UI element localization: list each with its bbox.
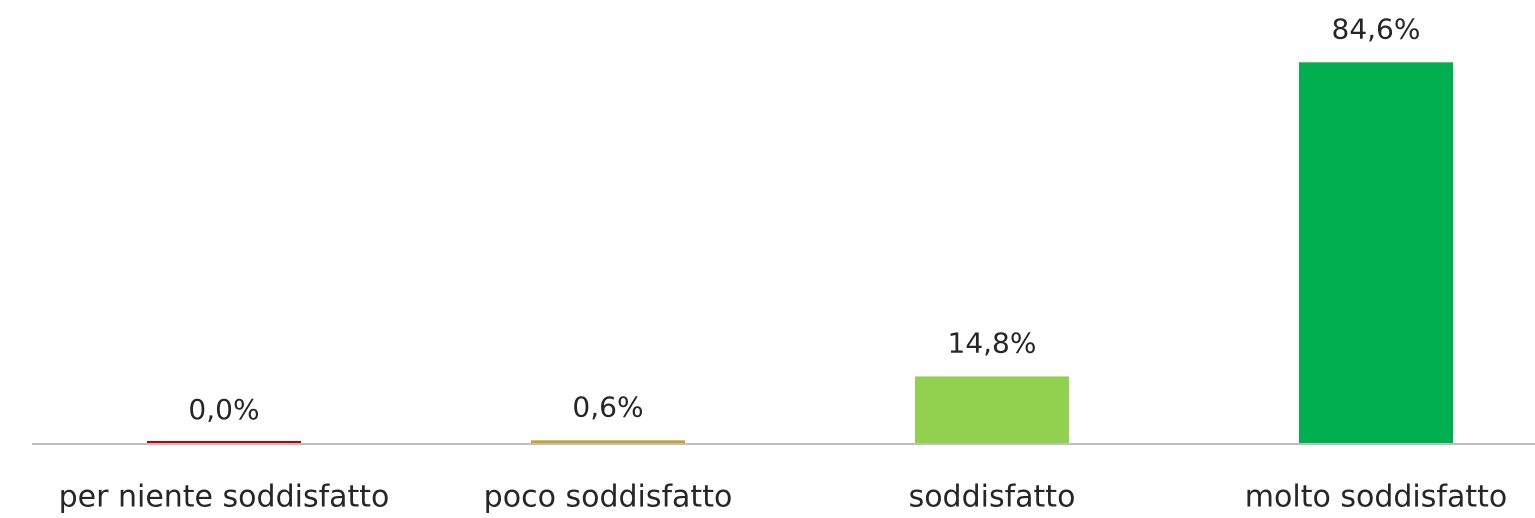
bar [147,441,301,443]
category-label: soddisfatto [909,480,1076,515]
bar [1299,62,1453,444]
value-label: 14,8% [948,326,1037,359]
bar [531,440,685,443]
value-label: 0,0% [188,393,259,426]
bar [915,376,1069,443]
category-label: per niente soddisfatto [59,480,390,515]
value-label: 84,6% [1332,12,1421,45]
value-label: 0,6% [572,390,643,423]
category-label: poco soddisfatto [484,480,733,515]
category-label: molto soddisfatto [1245,480,1507,515]
